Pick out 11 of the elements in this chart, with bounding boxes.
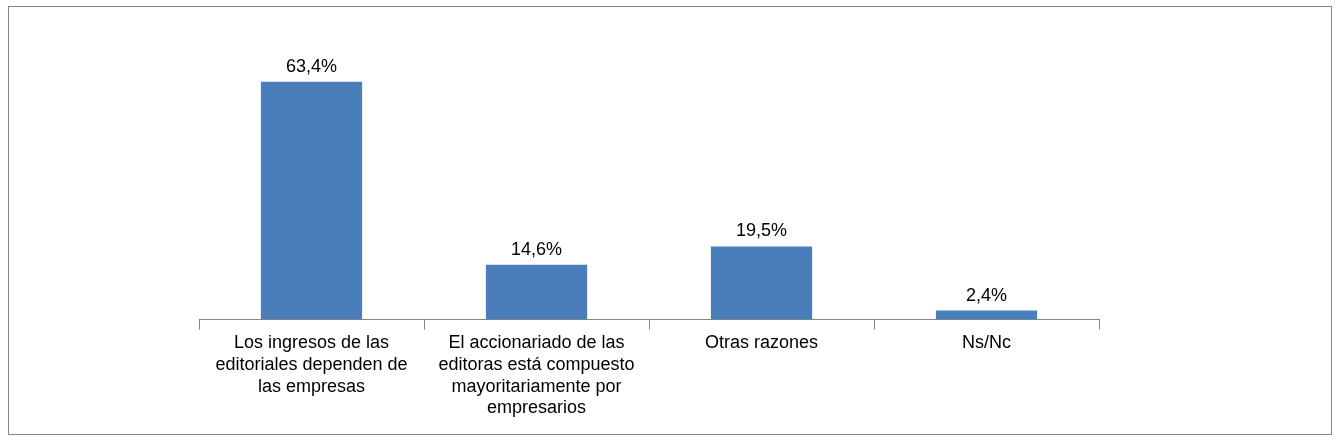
data-label: 63,4% [285, 55, 338, 76]
data-label: 14,6% [510, 238, 563, 259]
data-label: 2,4% [965, 284, 1008, 305]
x-tick-label: Ns/Nc [962, 332, 1011, 353]
bar [260, 81, 363, 320]
x-tick-label: El accionariado de las editoras está compuesto mayoritariamente por empresarios [438, 332, 635, 418]
x-tick-label: Otras razones [704, 332, 819, 353]
x-tick-label: Los ingresos de las editoriales dependen de las empresas [215, 332, 408, 396]
bar [485, 264, 588, 320]
bar [710, 246, 813, 320]
data-label: 19,5% [735, 220, 788, 241]
